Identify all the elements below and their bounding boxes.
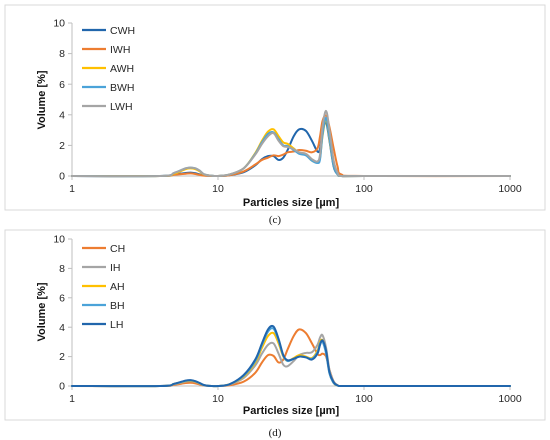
y-tick-label: 4 [59,322,65,334]
legend-label-bwh: BWH [110,82,135,94]
x-tick-label: 100 [355,393,373,405]
y-tick-label: 2 [59,351,65,363]
chart-c-xlabel: Particles size [µm] [243,197,340,209]
legend-label-ih: IH [110,262,121,274]
series-line-ch [71,328,511,388]
chart-d-xlabel: Particles size [µm] [243,405,340,417]
y-tick-label: 4 [59,109,65,121]
legend-label-lwh: LWH [110,101,133,113]
legend-label-ch: CH [110,243,125,255]
y-tick-label: 8 [59,48,65,60]
legend-label-iwh: IWH [110,44,130,56]
chart-c: Volume [%] Particles size [µm] 0 2 4 6 8 10 1 1… [4,4,546,211]
y-tick-label: 10 [53,234,65,246]
legend-label-bh: BH [110,300,125,312]
legend-label-lh: LH [110,319,123,331]
y-tick-label: 10 [53,18,65,30]
y-tick-label: 6 [59,292,65,304]
chart-c-caption: (c) [269,214,282,226]
x-tick-label: 1000 [498,183,522,195]
series-line-lh [71,324,511,388]
x-tick-label: 10 [212,393,224,405]
y-tick-label: 0 [59,171,65,183]
chart-c-ylabel: Volume [%] [36,70,48,129]
x-tick-label: 1 [69,183,75,195]
chart-d: Volume [%] Particles size [µm] 0 2 4 6 8 10 1 1… [4,229,546,421]
y-tick-label: 0 [59,381,65,393]
x-tick-label: 10 [212,183,224,195]
legend-label-awh: AWH [110,63,134,75]
series-line-lwh [71,109,511,178]
x-tick-label: 1000 [498,393,522,405]
legend-label-cwh: CWH [110,25,135,37]
x-tick-label: 100 [355,183,373,195]
chart-d-frame [4,229,546,421]
y-tick-label: 6 [59,79,65,91]
chart-d-ylabel: Volume [%] [36,282,48,341]
chart-c-frame [4,4,546,211]
y-tick-label: 2 [59,140,65,152]
x-tick-label: 1 [69,393,75,405]
legend-label-ah: AH [110,281,125,293]
chart-d-caption: (d) [269,427,282,439]
y-tick-label: 8 [59,263,65,275]
series-line-bh [71,327,511,388]
